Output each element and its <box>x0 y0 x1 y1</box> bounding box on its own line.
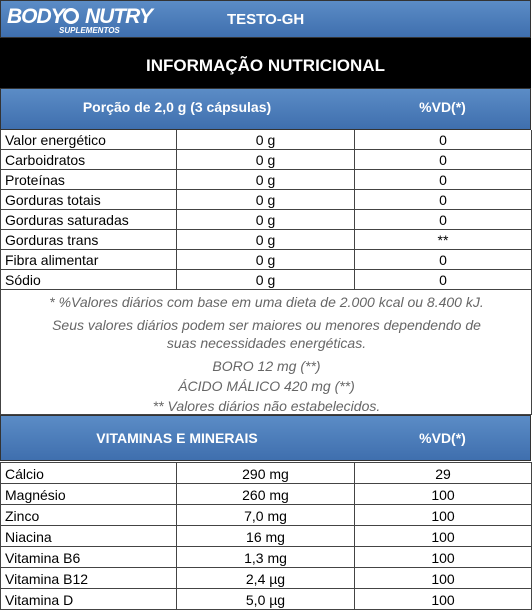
table-cell: 100 <box>355 547 532 568</box>
table-cell: 0 <box>355 130 532 150</box>
note-line: BORO 12 mg (**) <box>212 358 321 374</box>
table-cell: 2,4 µg <box>177 568 355 589</box>
table-cell: Sódio <box>1 270 177 290</box>
table-cell: 290 mg <box>177 463 355 484</box>
vitamins-table: Cálcio 290 mg 29 Magnésio 260 mg 100 Zinco 7,0 … <box>0 462 532 610</box>
table-cell: 16 mg <box>177 526 355 547</box>
table-cell: Vitamina B6 <box>1 547 177 568</box>
table-cell: 0 g <box>177 270 355 290</box>
table-cell: 0 <box>355 150 532 170</box>
nutrition-table: Valor energético 0 g 0 Carboidratos 0 g 0 Prot… <box>0 130 532 290</box>
table-cell: Fibra alimentar <box>1 250 177 270</box>
table-cell: Cálcio <box>1 463 177 484</box>
table-cell: 29 <box>355 463 532 484</box>
brand: BODY <box>7 5 65 28</box>
table-cell: 0 g <box>177 150 355 170</box>
table-cell: Vitamina D <box>1 589 177 610</box>
note-line: ÁCIDO MÁLICO 420 mg (**) <box>178 378 355 394</box>
table-cell: 0 g <box>177 170 355 190</box>
table-cell: 0 <box>355 190 532 210</box>
table-cell: Proteínas <box>1 170 177 190</box>
top-bar: BODY NUTRY SUPLEMENTOS TESTO-GH <box>0 0 531 38</box>
table-cell: 100 <box>355 589 532 610</box>
table-cell: 100 <box>355 505 532 526</box>
brand-sub: SUPLEMENTOS <box>59 26 120 35</box>
brand-icon <box>63 8 79 24</box>
table-cell: 100 <box>355 526 532 547</box>
table-cell: 0 <box>355 170 532 190</box>
note-line: * %Valores diários com base em uma dieta… <box>49 294 484 310</box>
table-cell: 0 <box>355 250 532 270</box>
table-cell: 7,0 mg <box>177 505 355 526</box>
table-cell: 5,0 µg <box>177 589 355 610</box>
header-cell: VITAMINAS E MINERAIS <box>96 430 258 446</box>
note-line: Seus valores diários podem ser maiores o… <box>52 317 481 333</box>
note-line: suas necessidades energéticas. <box>166 335 367 351</box>
table-cell: 100 <box>355 568 532 589</box>
table-cell: Gorduras totais <box>1 190 177 210</box>
table-cell: 0 g <box>177 250 355 270</box>
table-cell: Gorduras trans <box>1 230 177 250</box>
table-cell: Magnésio <box>1 484 177 505</box>
header-cell: Porção de 2,0 g (3 cápsulas) <box>82 99 272 115</box>
table-cell: ** <box>355 230 532 250</box>
table-cell: 0 <box>355 210 532 230</box>
table-cell: 0 g <box>177 130 355 150</box>
table-cell: 260 mg <box>177 484 355 505</box>
table-cell: Gorduras saturadas <box>1 210 177 230</box>
table-cell: Zinco <box>1 505 177 526</box>
table-cell: 0 g <box>177 190 355 210</box>
table-cell: 1,3 mg <box>177 547 355 568</box>
notes: * %Valores diários com base em uma dieta… <box>0 290 532 415</box>
table-cell: Vitamina B12 <box>1 568 177 589</box>
table-cell: 0 g <box>177 210 355 230</box>
title: INFORMAÇÃO NUTRICIONAL <box>0 38 531 88</box>
table-cell: Carboidratos <box>1 150 177 170</box>
header-cell: %VD(*) <box>419 99 466 115</box>
table-cell: Valor energético <box>1 130 177 150</box>
table-header: Porção de 2,0 g (3 cápsulas) %VD(*) <box>0 88 531 130</box>
note-line: ** Valores diários não estabelecidos. <box>152 398 381 414</box>
product: TESTO-GH <box>227 11 305 28</box>
brand: NUTRY <box>85 5 153 28</box>
table-cell: 0 <box>355 270 532 290</box>
header-cell: %VD(*) <box>419 430 466 446</box>
table-cell: 100 <box>355 484 532 505</box>
vitamins-header: VITAMINAS E MINERAIS %VD(*) <box>0 415 531 461</box>
table-cell: 0 g <box>177 230 355 250</box>
table-cell: Niacina <box>1 526 177 547</box>
